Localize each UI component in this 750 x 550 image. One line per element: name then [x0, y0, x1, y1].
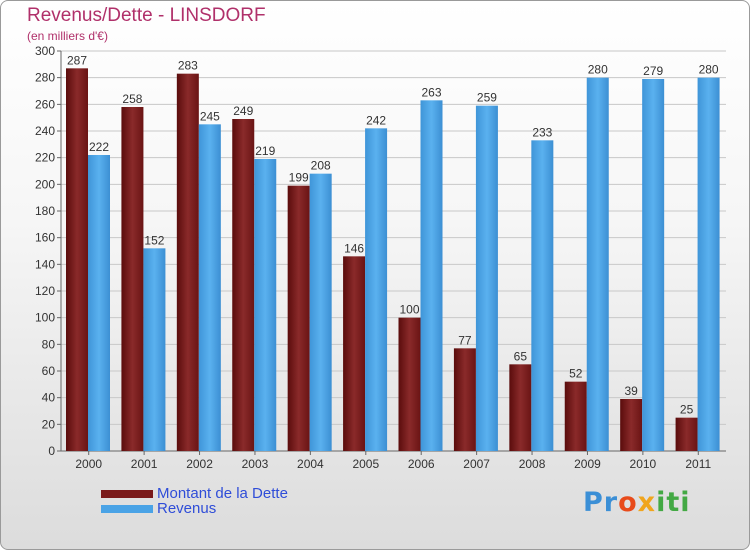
data-label: 242: [366, 113, 386, 127]
y-tick-label: 80: [42, 337, 56, 351]
x-tick-label: 2003: [242, 457, 269, 471]
y-tick-label: 200: [35, 177, 55, 191]
x-tick-label: 2000: [75, 457, 102, 471]
legend-swatch-revenus: [101, 505, 153, 513]
y-tick-label: 160: [35, 231, 55, 245]
proxiti-logo: Proxiti: [583, 487, 691, 518]
legend-label-dette: Montant de la Dette: [157, 485, 288, 502]
x-tick-label: 2009: [574, 457, 601, 471]
x-tick-label: 2007: [463, 457, 490, 471]
bar-revenus: [586, 77, 609, 452]
bar-dette: [343, 256, 366, 451]
y-tick-label: 120: [35, 284, 55, 298]
data-label: 52: [569, 367, 583, 381]
bar-dette: [675, 417, 698, 451]
y-tick-label: 60: [42, 364, 56, 378]
bar-revenus: [420, 100, 443, 451]
data-label: 249: [233, 104, 253, 118]
x-tick-label: 2006: [408, 457, 435, 471]
y-tick-label: 260: [35, 97, 55, 111]
bar-revenus: [475, 105, 498, 452]
data-label: 280: [699, 63, 719, 77]
data-label: 222: [89, 140, 109, 154]
x-tick-label: 2001: [131, 457, 158, 471]
data-label: 146: [344, 241, 364, 255]
legend-swatch-dette: [101, 490, 153, 498]
x-tick-label: 2005: [352, 457, 379, 471]
bar-revenus: [198, 124, 221, 451]
data-label: 152: [144, 233, 164, 247]
x-tick-label: 2008: [519, 457, 546, 471]
bar-dette: [66, 68, 88, 451]
data-label: 280: [588, 63, 608, 77]
bar-revenus: [254, 159, 277, 451]
y-tick-label: 20: [42, 417, 56, 431]
data-label: 258: [122, 92, 142, 106]
x-tick-label: 2002: [186, 457, 213, 471]
bar-revenus: [88, 155, 110, 451]
y-tick-label: 220: [35, 151, 55, 165]
x-tick-label: 2004: [297, 457, 324, 471]
bar-revenus: [697, 77, 720, 452]
bar-dette: [287, 185, 310, 451]
bar-revenus: [143, 248, 166, 451]
bar-revenus: [309, 173, 332, 451]
y-tick-label: 40: [42, 391, 56, 405]
bar-revenus: [365, 128, 388, 451]
data-label: 208: [311, 159, 331, 173]
bar-dette: [453, 348, 476, 451]
y-tick-label: 140: [35, 257, 55, 271]
data-label: 39: [624, 384, 638, 398]
data-label: 100: [399, 303, 419, 317]
y-tick-label: 180: [35, 204, 55, 218]
data-label: 245: [200, 109, 220, 123]
logo-part-2: o: [618, 487, 638, 518]
y-tick-label: 280: [35, 71, 55, 85]
y-tick-label: 100: [35, 311, 55, 325]
data-label: 219: [255, 144, 275, 158]
bar-dette: [121, 107, 144, 451]
bar-revenus: [531, 140, 554, 452]
data-label: 263: [421, 85, 441, 99]
bar-dette: [232, 119, 255, 451]
data-label: 283: [178, 59, 198, 73]
x-tick-label: 2010: [630, 457, 657, 471]
data-label: 77: [458, 333, 472, 347]
legend-label-revenus: Revenus: [157, 500, 217, 517]
y-tick-label: 240: [35, 124, 55, 138]
y-tick-label: 0: [48, 444, 55, 458]
data-label: 25: [680, 403, 694, 417]
chart-subtitle: (en milliers d'€): [27, 29, 108, 43]
bar-dette: [398, 317, 421, 451]
bar-dette: [564, 381, 587, 451]
logo-part-4: iti: [656, 487, 691, 518]
data-label: 279: [643, 64, 663, 78]
data-label: 287: [67, 53, 87, 67]
x-tick-label: 2011: [685, 457, 711, 471]
data-label: 199: [289, 171, 309, 185]
data-label: 259: [477, 91, 497, 105]
logo-part-1: Pr: [583, 487, 619, 518]
bar-dette: [620, 399, 643, 451]
y-tick-label: 300: [35, 44, 55, 58]
bar-dette: [509, 364, 532, 451]
chart-title: Revenus/Dette - LINSDORF: [27, 5, 266, 26]
logo-part-3: x: [637, 487, 657, 518]
data-label: 233: [532, 125, 552, 139]
bar-revenus: [642, 79, 665, 451]
bar-dette: [176, 73, 199, 452]
data-label: 65: [514, 349, 528, 363]
